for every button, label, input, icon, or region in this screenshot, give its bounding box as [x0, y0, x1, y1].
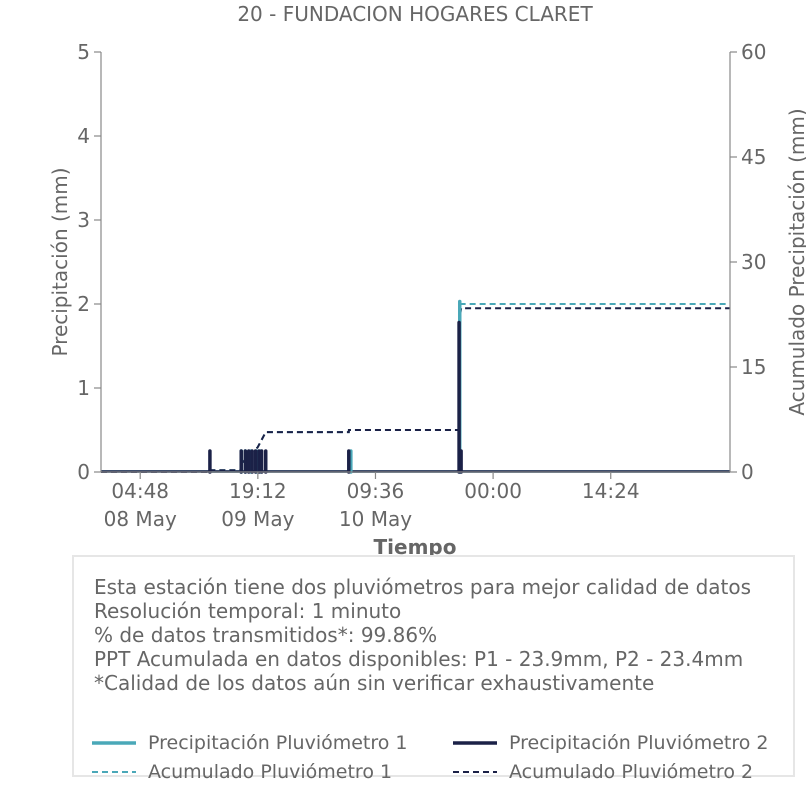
x-tick-label: 09:36 [347, 479, 405, 503]
y-tick-label: 1 [77, 376, 90, 400]
x-tick-date-label: 08 May [104, 507, 177, 531]
y2-tick-label: 0 [741, 460, 754, 484]
info-line-dual-gauges: Esta estación tiene dos pluviómetros par… [94, 575, 752, 599]
y2-tick-label: 30 [741, 250, 766, 274]
x-tick-label: 00:00 [464, 479, 522, 503]
legend-item-p2-accum: Acumulado Pluviómetro 2 [453, 758, 753, 786]
y2-axis-label: Acumulado Precipitación (mm) [785, 108, 806, 415]
y2-tick-label: 15 [741, 355, 766, 379]
legend-item-p2-rain: Precipitación Pluviómetro 2 [453, 729, 769, 757]
y-tick-label: 3 [77, 208, 90, 232]
series-line-accumulated [101, 303, 730, 473]
y-tick-label: 4 [77, 124, 90, 148]
legend-swatch-solid-p1 [92, 741, 136, 745]
info-line-resolution: Resolución temporal: 1 minuto [94, 599, 402, 623]
series-line-accumulated [101, 307, 730, 473]
chart-title: 20 - FUNDACION HOGARES CLARET [237, 2, 593, 26]
info-box: Esta estación tiene dos pluviómetros par… [72, 555, 795, 783]
plot-area [101, 299, 730, 474]
legend-swatch-solid-p2 [453, 741, 497, 745]
x-tick-date-label: 10 May [339, 507, 412, 531]
y2-tick-label: 60 [741, 40, 766, 64]
x-tick-date-label: 09 May [221, 507, 294, 531]
y-tick-label: 0 [77, 460, 90, 484]
legend-swatch-dashed-p2 [453, 771, 497, 773]
legend-swatch-dashed-p1 [92, 771, 136, 773]
y-tick-label: 5 [77, 40, 90, 64]
legend-label: Precipitación Pluviómetro 1 [148, 732, 408, 754]
info-text: Esta estación tiene dos pluviómetros par… [94, 575, 751, 695]
legend-label: Acumulado Pluviómetro 2 [509, 761, 754, 783]
y-axis-label: Precipitación (mm) [48, 167, 72, 356]
info-line-accumulated: PPT Acumulada en datos disponibles: P1 -… [94, 647, 744, 671]
legend-item-p1-rain: Precipitación Pluviómetro 1 [92, 729, 408, 757]
legend-label: Precipitación Pluviómetro 2 [509, 732, 769, 754]
x-tick-label: 14:24 [582, 479, 640, 503]
info-line-transmitted: % de datos transmitidos*: 99.86% [94, 623, 438, 647]
info-line-quality-note: *Calidad de los datos aún sin verificar … [94, 671, 655, 695]
legend-label: Acumulado Pluviómetro 1 [148, 761, 393, 783]
y2-tick-label: 45 [741, 145, 766, 169]
chart: 20 - FUNDACION HOGARES CLARET 0123450153… [48, 2, 806, 559]
y-tick-label: 2 [77, 292, 90, 316]
legend: Precipitación Pluviómetro 1 Precipitació… [92, 729, 782, 789]
x-tick-label: 19:12 [229, 479, 287, 503]
x-tick-label: 04:48 [111, 479, 169, 503]
legend-item-p1-accum: Acumulado Pluviómetro 1 [92, 758, 392, 786]
